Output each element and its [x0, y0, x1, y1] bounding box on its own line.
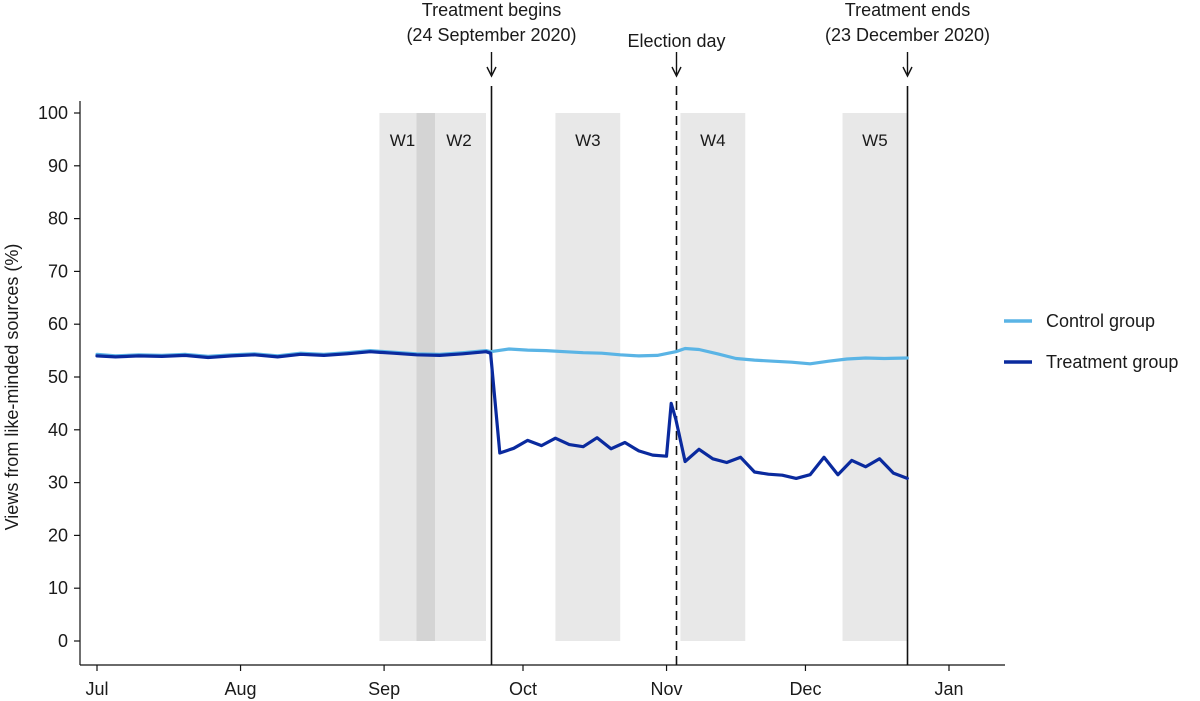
- wave-band-w3: [555, 113, 621, 641]
- x-tick-label: Jul: [85, 679, 108, 699]
- y-axis-label: Views from like-minded sources (%): [2, 244, 22, 531]
- x-tick-label: Aug: [225, 679, 257, 699]
- wave-label: W2: [446, 131, 472, 150]
- x-tick-label: Dec: [789, 679, 821, 699]
- wave-label: W3: [575, 131, 601, 150]
- legend-label: Treatment group: [1046, 352, 1178, 372]
- y-tick-label: 40: [48, 420, 68, 440]
- annotation-label: Treatment ends: [845, 0, 970, 20]
- annotations: Treatment begins (24 September 2020) Elect…: [406, 0, 990, 78]
- wave-band-w1: [379, 113, 417, 641]
- annotation-label: (23 December 2020): [825, 25, 990, 45]
- y-tick-label: 0: [58, 631, 68, 651]
- series-lines: [95, 346, 909, 480]
- y-tick-label: 100: [38, 103, 68, 123]
- wave-band-w4: [680, 113, 746, 641]
- legend: Control group Treatment group: [1004, 311, 1178, 372]
- axes: 0 10 20 30 40 50 60 70 80 90 100 Views from like-mi…: [2, 101, 1005, 699]
- x-tick-label: Nov: [651, 679, 683, 699]
- wave-label: W4: [700, 131, 726, 150]
- annotation-arrow-head: [671, 66, 682, 78]
- annotation-arrow-head: [902, 66, 913, 78]
- annotation-label: Election day: [627, 31, 725, 51]
- y-tick-label: 70: [48, 261, 68, 281]
- legend-label: Control group: [1046, 311, 1155, 331]
- y-tick-label: 50: [48, 367, 68, 387]
- y-tick-label: 20: [48, 525, 68, 545]
- wave-label: W5: [862, 131, 888, 150]
- wave-label: W1: [390, 131, 416, 150]
- x-tick-label: Sep: [368, 679, 400, 699]
- x-tick-label: Jan: [934, 679, 963, 699]
- wave-band-w5: [842, 113, 908, 641]
- wave-bands: W1 W2 W3 W4 W5: [379, 113, 908, 641]
- annotation-label: Treatment begins: [422, 0, 561, 20]
- x-tick-label: Oct: [509, 679, 537, 699]
- annotation-label: (24 September 2020): [406, 25, 576, 45]
- y-tick-label: 10: [48, 578, 68, 598]
- y-tick-label: 80: [48, 209, 68, 229]
- wave-overlap-band: [416, 113, 436, 641]
- y-tick-label: 60: [48, 314, 68, 334]
- annotation-arrow-head: [486, 66, 497, 78]
- y-tick-label: 30: [48, 473, 68, 493]
- series-line-treatment-group: [95, 350, 909, 480]
- y-tick-label: 90: [48, 156, 68, 176]
